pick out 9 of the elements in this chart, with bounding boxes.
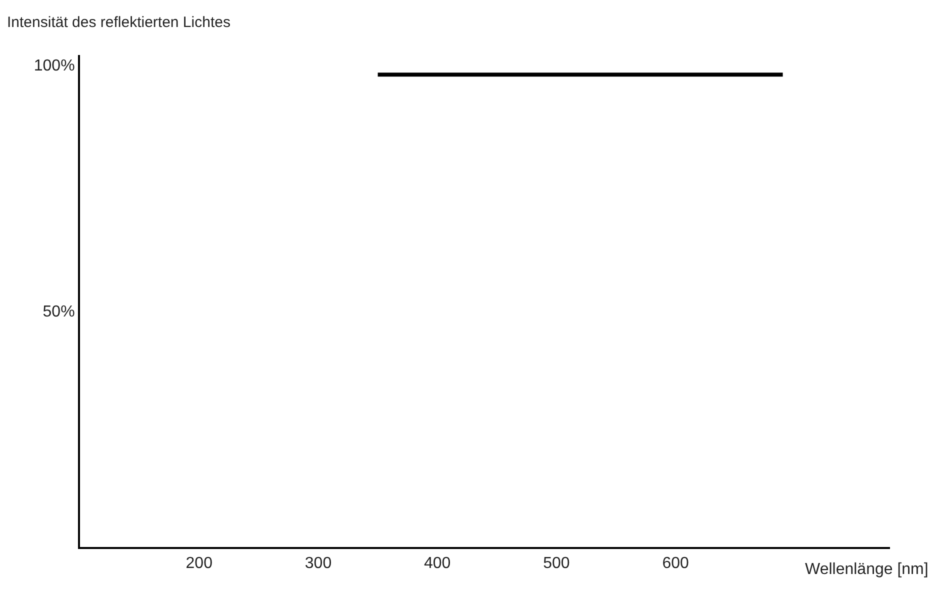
x-axis-title: Wellenlänge [nm] <box>805 561 928 578</box>
x-tick-label: 500 <box>543 555 570 572</box>
x-tick-label: 200 <box>186 555 213 572</box>
x-tick-label: 600 <box>662 555 690 572</box>
y-tick-label: 50% <box>42 303 75 320</box>
x-tick-label: 300 <box>304 555 332 572</box>
y-tick-label: 100% <box>34 57 75 74</box>
x-tick-label: 400 <box>424 555 451 572</box>
y-axis-title: Intensität des reflektierten Lichtes <box>7 14 230 31</box>
